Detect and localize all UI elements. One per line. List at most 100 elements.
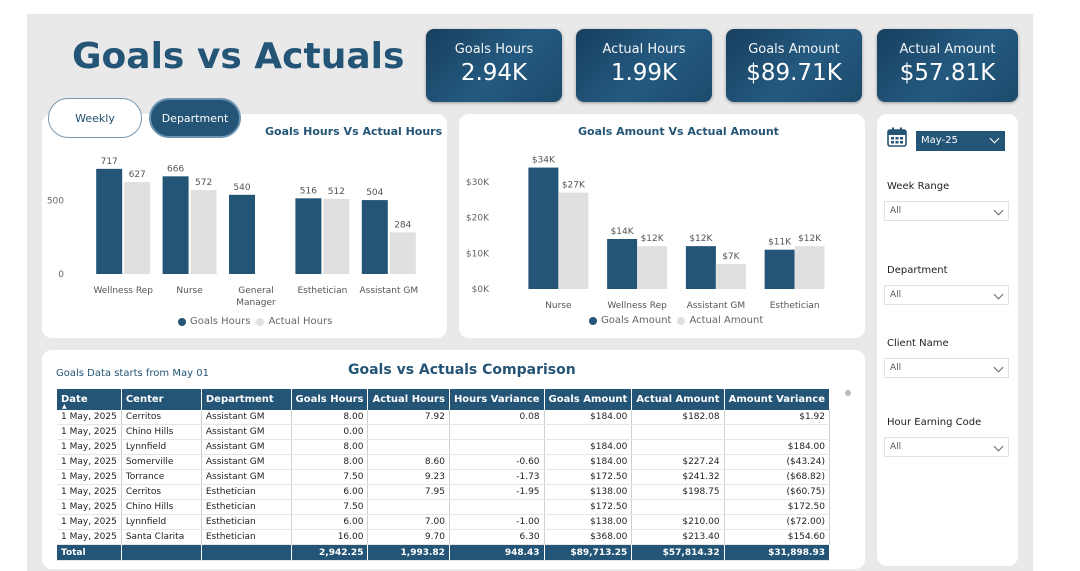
table-row[interactable]: 1 May, 2025 Lynnfield Assistant GM 8.00 $184… — [57, 439, 831, 455]
bar-goal — [229, 194, 255, 274]
bar-actual — [715, 264, 746, 289]
data-label: $12K — [689, 234, 713, 244]
bar-goal — [361, 200, 388, 274]
data-label: $12K — [798, 234, 822, 244]
table-title: Goals vs Actuals Comparison — [348, 362, 576, 378]
legend-swatch-goals — [589, 316, 597, 325]
data-label: 516 — [300, 186, 317, 196]
y-tick-label: $0K — [472, 285, 490, 295]
table-cell: $1.92 — [724, 410, 831, 425]
table-row[interactable]: 1 May, 2025 Cerritos Esthetician 6.00 7.95 -1… — [57, 484, 831, 500]
column-header[interactable]: Amount Variance — [724, 389, 831, 410]
table-row[interactable]: 1 May, 2025 Lynnfield Esthetician 6.00 7.00-… — [57, 514, 831, 530]
client-name-label: Client Name — [887, 338, 949, 349]
data-label: $12K — [641, 234, 665, 244]
table-cell — [449, 499, 545, 515]
table-cell: $172.50 — [544, 469, 633, 485]
table-cell — [449, 439, 545, 455]
column-header[interactable]: Department — [201, 389, 292, 410]
table-cell: 8.00 — [291, 410, 369, 425]
total-cell: Total — [57, 544, 122, 561]
client-name-select[interactable]: All — [884, 358, 1009, 378]
column-header[interactable]: Center — [121, 389, 202, 410]
table-cell: 1 May, 2025 — [57, 454, 122, 470]
table-body: 1 May, 2025 Cerritos Assistant GM 8.00 7.92 0… — [57, 410, 831, 561]
x-tick-label: Assistant GM — [359, 286, 418, 296]
department-toggle-button[interactable]: Department — [149, 98, 241, 138]
table-cell: 1 May, 2025 — [57, 499, 122, 515]
table-cell — [631, 499, 725, 515]
data-label: $7K — [722, 252, 740, 262]
column-header[interactable]: Hours Variance — [449, 389, 545, 410]
hour-earning-code-select[interactable]: All — [884, 437, 1009, 457]
table-cell: Lynnfield — [121, 439, 202, 455]
x-tick-label: Wellness Rep — [93, 286, 153, 296]
table-cell: 9.23 — [367, 469, 450, 485]
data-label: $14K — [611, 227, 635, 237]
x-tick-label: Esthetician — [297, 286, 347, 296]
table-row[interactable]: 1 May, 2025 Torrance Assistant GM 7.50 9.23-… — [57, 469, 831, 485]
table-cell: $184.00 — [544, 410, 633, 425]
table-cell: $184.00 — [724, 439, 831, 455]
filter-panel — [877, 114, 1018, 566]
table-cell: 0.00 — [291, 424, 369, 440]
table-row[interactable]: 1 May, 2025 Chino Hills Esthetician 7.50 $17… — [57, 499, 831, 515]
table-row[interactable]: 1 May, 2025 Cerritos Assistant GM 8.00 7.92 0… — [57, 410, 831, 425]
bar-goal — [162, 176, 189, 274]
column-header[interactable]: Goals Hours — [291, 389, 369, 410]
month-select[interactable]: May-25 — [916, 131, 1005, 151]
table-cell: $184.00 — [544, 454, 633, 470]
scroll-indicator[interactable] — [845, 390, 851, 396]
weekly-toggle-button[interactable]: Weekly — [48, 98, 142, 138]
week-range-select[interactable]: All — [884, 201, 1009, 221]
column-header[interactable]: Actual Amount — [631, 389, 725, 410]
kpi-value: 1.99K — [610, 60, 678, 86]
total-cell: 1,993.82 — [367, 544, 450, 561]
table-cell: 6.00 — [291, 484, 369, 500]
chevron-down-icon — [993, 289, 1004, 300]
column-header[interactable]: Date ▲ — [57, 389, 122, 410]
table-cell: Chino Hills — [121, 424, 202, 440]
data-label: 627 — [129, 170, 146, 180]
table-cell: Esthetician — [201, 499, 292, 515]
table-cell: 6.00 — [291, 514, 369, 530]
kpi-label: Actual Hours — [602, 42, 686, 57]
table-cell: ($68.82) — [724, 469, 831, 485]
client-name-value: All — [890, 363, 902, 373]
table-cell: Assistant GM — [201, 424, 292, 440]
hours-chart-title: Goals Hours Vs Actual Hours — [265, 125, 443, 138]
data-label: $34K — [532, 156, 556, 166]
table-cell: Chino Hills — [121, 499, 202, 515]
table-cell: Somerville — [121, 454, 202, 470]
calendar-icon — [887, 127, 907, 147]
table-cell: $182.08 — [631, 410, 725, 425]
table-cell: Esthetician — [201, 514, 292, 530]
comparison-table: Date ▲ Center Department Goals Hours Actual H… — [57, 389, 831, 561]
table-cell — [631, 424, 725, 440]
legend-swatch-actual — [256, 317, 265, 326]
column-header[interactable]: Goals Amount — [544, 389, 633, 410]
table-cell: $172.50 — [544, 499, 633, 515]
table-header-row: Date ▲ Center Department Goals Hours Actual H… — [57, 389, 831, 410]
table-row[interactable]: 1 May, 2025 Somerville Assistant GM 8.00 8.6… — [57, 454, 831, 470]
table-cell: -1.73 — [449, 469, 545, 485]
legend-label: Actual Hours — [268, 316, 333, 327]
table-cell — [367, 424, 450, 440]
bar-goal — [295, 198, 322, 274]
table-row[interactable]: 1 May, 2025 Chino Hills Assistant GM 0.00 — [57, 424, 831, 440]
sort-up-icon: ▲ — [62, 403, 67, 410]
bar-goal — [607, 239, 638, 289]
kpi-value: $89.71K — [746, 60, 842, 86]
column-header[interactable]: Actual Hours — [367, 389, 450, 410]
table-cell: ($72.00) — [724, 514, 831, 530]
total-cell — [201, 544, 292, 561]
kpi-value: 2.94K — [460, 60, 528, 86]
legend-label: Actual Amount — [689, 315, 764, 326]
table-row[interactable]: 1 May, 2025 Santa Clarita Esthetician 16.00… — [57, 529, 831, 545]
table-cell: Assistant GM — [201, 410, 292, 425]
department-select[interactable]: All — [884, 285, 1009, 305]
data-label: 512 — [328, 187, 345, 197]
legend-label: Goals Hours — [190, 316, 251, 327]
table-cell: 8.60 — [367, 454, 450, 470]
legend-swatch-goals — [178, 317, 186, 326]
